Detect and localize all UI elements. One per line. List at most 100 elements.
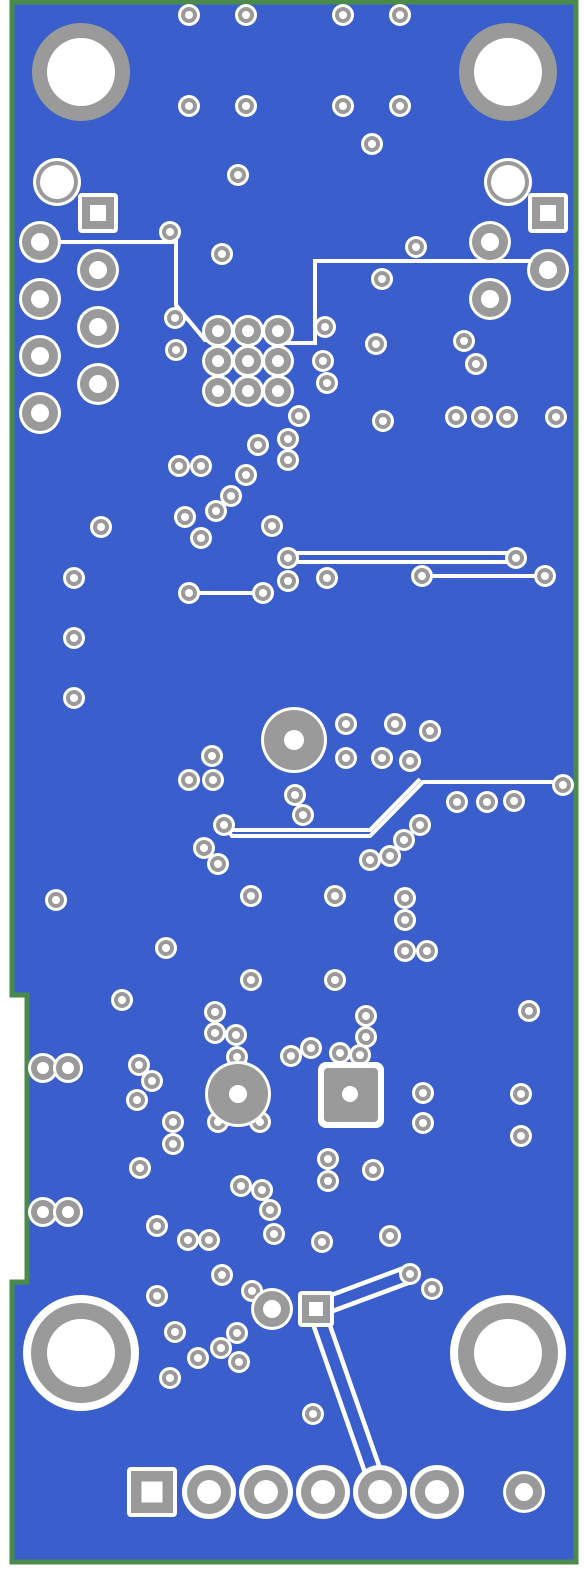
via-hole	[299, 811, 307, 819]
large-pad-hole	[229, 1085, 247, 1103]
square-large-pad-hole	[342, 1086, 358, 1102]
via-hole	[323, 379, 331, 387]
pad-hole	[539, 261, 557, 279]
via-hole	[291, 791, 299, 799]
via-hole	[319, 357, 327, 365]
via-hole	[453, 798, 461, 806]
via-hole	[153, 1292, 161, 1300]
header-pad-hole	[254, 1480, 278, 1504]
pad-hole	[491, 165, 525, 199]
via-hole	[242, 11, 250, 19]
via-hole	[268, 522, 276, 530]
via-hole	[218, 1271, 226, 1279]
via-hole	[171, 1328, 179, 1336]
via-hole	[284, 554, 292, 562]
via-hole	[208, 752, 216, 760]
via-hole	[248, 1287, 256, 1295]
via-hole	[212, 507, 220, 515]
via-hole	[287, 1052, 295, 1060]
via-hole	[284, 435, 292, 443]
via-hole	[512, 554, 520, 562]
via-hole	[295, 412, 303, 420]
via-hole	[235, 1358, 243, 1366]
via-hole	[211, 1008, 219, 1016]
via-hole	[233, 1329, 241, 1337]
header-pad-hole	[197, 1480, 221, 1504]
via-hole	[525, 1007, 533, 1015]
mounting-hole-drill	[47, 38, 115, 106]
via-hole	[541, 572, 549, 580]
via-hole	[378, 754, 386, 762]
pad-hole	[242, 385, 254, 397]
via-hole	[197, 534, 205, 542]
via-hole	[419, 1089, 427, 1097]
via-hole	[247, 976, 255, 984]
header-pad-hole	[425, 1480, 449, 1504]
via-hole	[400, 836, 408, 844]
via-hole	[368, 140, 376, 148]
via-hole	[166, 228, 174, 236]
via-hole	[184, 1236, 192, 1244]
pad-hole	[62, 1062, 74, 1074]
via-hole	[242, 102, 250, 110]
mounting-hole-drill	[474, 38, 542, 106]
via-hole	[321, 323, 329, 331]
via-hole	[416, 821, 424, 829]
via-hole	[323, 574, 331, 582]
via-hole	[197, 462, 205, 470]
wide-trace	[310, 1307, 386, 1494]
via-hole	[153, 1222, 161, 1230]
via-hole	[220, 821, 228, 829]
via-hole	[172, 346, 180, 354]
via-hole	[234, 171, 242, 179]
via-hole	[406, 757, 414, 765]
pad-hole	[481, 233, 499, 251]
pad-hole	[31, 404, 49, 422]
via-hole	[162, 944, 170, 952]
via-hole	[242, 471, 250, 479]
via-hole	[185, 102, 193, 110]
via-hole	[339, 11, 347, 19]
via-hole	[135, 1061, 143, 1069]
via-hole	[258, 1186, 266, 1194]
via-hole	[254, 441, 262, 449]
via-hole	[194, 1354, 202, 1362]
via-hole	[169, 1118, 177, 1126]
pad-hole	[89, 375, 107, 393]
via-hole	[166, 1374, 174, 1382]
via-hole	[510, 797, 518, 805]
via-hole	[428, 1285, 436, 1293]
via-hole	[218, 250, 226, 258]
pad-hole	[263, 1300, 281, 1318]
via-hole	[148, 1077, 156, 1085]
via-hole	[406, 1270, 414, 1278]
via-hole	[339, 102, 347, 110]
via-hole	[331, 892, 339, 900]
mounting-hole-hole	[47, 1319, 115, 1387]
via-hole	[232, 1031, 240, 1039]
square-pad-hole	[90, 205, 106, 221]
pad-hole	[242, 325, 254, 337]
large-pad-hole	[284, 730, 304, 750]
via-hole	[336, 1049, 344, 1057]
via-hole	[217, 1344, 225, 1352]
pad-hole	[37, 1206, 49, 1218]
pad-hole	[212, 325, 224, 337]
via-hole	[324, 1177, 332, 1185]
header-pad-hole	[311, 1480, 335, 1504]
via-hole	[169, 1140, 177, 1148]
via-hole	[259, 589, 267, 597]
via-hole	[401, 947, 409, 955]
pad-hole	[31, 233, 49, 251]
via-hole	[401, 894, 409, 902]
via-hole	[227, 492, 235, 500]
via-hole	[284, 456, 292, 464]
square-pad-hole	[141, 1481, 163, 1503]
via-hole	[362, 1033, 370, 1041]
pad-hole	[31, 347, 49, 365]
pad-hole	[89, 318, 107, 336]
via-hole	[452, 413, 460, 421]
via-hole	[209, 776, 217, 784]
via-hole	[396, 102, 404, 110]
